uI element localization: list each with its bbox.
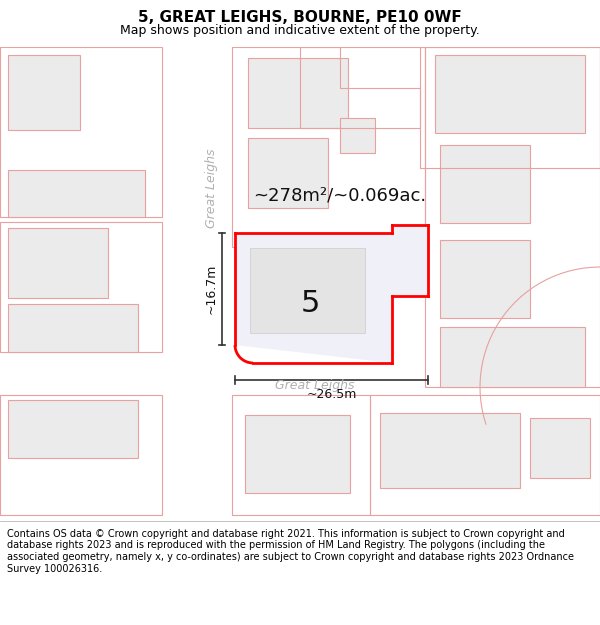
Bar [440, 327, 585, 387]
Bar [8, 400, 138, 458]
Bar [8, 55, 80, 130]
Text: ~278m²/~0.069ac.: ~278m²/~0.069ac. [253, 186, 427, 204]
Text: ~16.7m: ~16.7m [205, 264, 218, 314]
Text: Great Leighs: Great Leighs [205, 148, 218, 228]
Text: ~26.5m: ~26.5m [307, 388, 356, 401]
Bar [380, 413, 520, 488]
Bar [8, 304, 138, 352]
Bar [435, 55, 585, 133]
Bar [8, 170, 145, 217]
Bar [530, 418, 590, 478]
Bar [248, 138, 328, 208]
Text: Contains OS data © Crown copyright and database right 2021. This information is : Contains OS data © Crown copyright and d… [7, 529, 574, 574]
Text: 5, GREAT LEIGHS, BOURNE, PE10 0WF: 5, GREAT LEIGHS, BOURNE, PE10 0WF [138, 11, 462, 26]
Bar [250, 248, 365, 333]
Bar [440, 145, 530, 223]
Text: Great Leighs: Great Leighs [275, 379, 355, 391]
Polygon shape [235, 225, 428, 363]
Bar [440, 240, 530, 318]
Bar [8, 228, 108, 298]
Bar [245, 415, 350, 493]
Bar [340, 118, 375, 153]
Text: Map shows position and indicative extent of the property.: Map shows position and indicative extent… [120, 24, 480, 37]
Bar [248, 58, 348, 128]
Text: 5: 5 [301, 289, 320, 318]
